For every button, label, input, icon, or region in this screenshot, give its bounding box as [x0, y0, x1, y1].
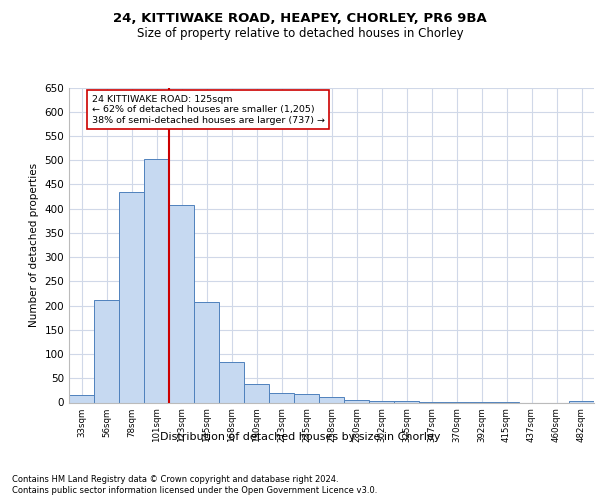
- Bar: [219, 362, 244, 403]
- Bar: [194, 302, 219, 402]
- Y-axis label: Number of detached properties: Number of detached properties: [29, 163, 39, 327]
- Bar: [569, 400, 594, 402]
- Text: 24, KITTIWAKE ROAD, HEAPEY, CHORLEY, PR6 9BA: 24, KITTIWAKE ROAD, HEAPEY, CHORLEY, PR6…: [113, 12, 487, 26]
- Text: Contains public sector information licensed under the Open Government Licence v3: Contains public sector information licen…: [12, 486, 377, 495]
- Bar: [69, 395, 94, 402]
- Bar: [169, 206, 194, 402]
- Bar: [344, 400, 369, 402]
- Bar: [119, 192, 144, 402]
- Text: Size of property relative to detached houses in Chorley: Size of property relative to detached ho…: [137, 28, 463, 40]
- Bar: [94, 300, 119, 402]
- Bar: [319, 397, 344, 402]
- Bar: [394, 401, 419, 402]
- Text: Contains HM Land Registry data © Crown copyright and database right 2024.: Contains HM Land Registry data © Crown c…: [12, 475, 338, 484]
- Bar: [244, 384, 269, 402]
- Text: 24 KITTIWAKE ROAD: 125sqm
← 62% of detached houses are smaller (1,205)
38% of se: 24 KITTIWAKE ROAD: 125sqm ← 62% of detac…: [91, 95, 325, 124]
- Bar: [144, 158, 169, 402]
- Bar: [294, 394, 319, 402]
- Bar: [369, 400, 394, 402]
- Text: Distribution of detached houses by size in Chorley: Distribution of detached houses by size …: [160, 432, 440, 442]
- Bar: [269, 394, 294, 402]
